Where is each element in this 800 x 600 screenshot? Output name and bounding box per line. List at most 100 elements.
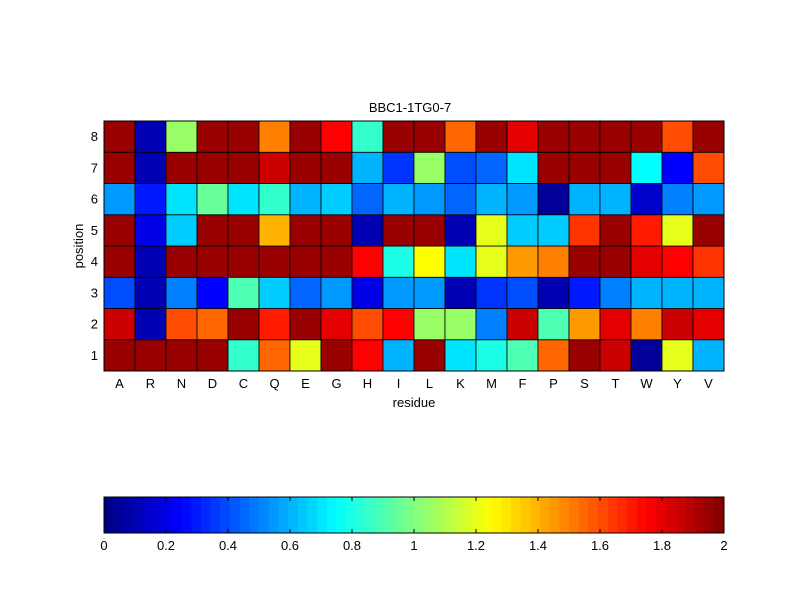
heatmap-cell-C-2 bbox=[227, 308, 260, 341]
heatmap-cell-W-5 bbox=[630, 214, 663, 247]
heatmap-cell-R-6 bbox=[134, 183, 167, 216]
colorbar-swatch bbox=[229, 497, 241, 533]
colorbar-tick-label: 0 bbox=[100, 538, 107, 553]
y-tick-label-4: 4 bbox=[91, 254, 98, 269]
heatmap-cell-W-6 bbox=[630, 183, 663, 216]
heatmap-cell-A-5 bbox=[103, 214, 136, 247]
heatmap-cell-E-2 bbox=[289, 308, 322, 341]
heatmap-cell-T-4 bbox=[599, 245, 632, 278]
heatmap-cell-K-2 bbox=[444, 308, 477, 341]
colorbar-tick-label: 1.2 bbox=[467, 538, 485, 553]
colorbar-swatch bbox=[675, 497, 686, 533]
x-tick-label-K: K bbox=[456, 376, 465, 391]
colorbar-swatch bbox=[123, 497, 134, 533]
heatmap-cell-P-2 bbox=[537, 308, 570, 341]
heatmap-cell-C-5 bbox=[227, 214, 260, 247]
heatmap-cell-N-4 bbox=[165, 245, 198, 278]
heatmap-cell-R-3 bbox=[134, 276, 167, 309]
colorbar-swatch bbox=[113, 497, 124, 533]
heatmap-cell-D-8 bbox=[196, 120, 229, 153]
heatmap-cell-M-3 bbox=[475, 276, 508, 309]
colorbar-tick-label: 1.8 bbox=[653, 538, 671, 553]
heatmap-cell-Q-7 bbox=[258, 151, 291, 184]
heatmap-cell-A-4 bbox=[103, 245, 136, 278]
heatmap-cell-I-4 bbox=[382, 245, 415, 278]
heatmap-cell-Y-3 bbox=[661, 276, 694, 309]
heatmap-cell-D-2 bbox=[196, 308, 229, 341]
colorbar-swatch bbox=[617, 497, 628, 533]
heatmap-cell-N-1 bbox=[165, 339, 198, 372]
heatmap-cell-N-6 bbox=[165, 183, 198, 216]
heatmap-cell-Q-2 bbox=[258, 308, 291, 341]
colorbar-swatch bbox=[472, 497, 483, 533]
heatmap-cell-L-6 bbox=[413, 183, 446, 216]
colorbar-swatch bbox=[355, 497, 366, 533]
y-tick-label-3: 3 bbox=[91, 285, 98, 300]
colorbar-tick-labels: 0 0.2 0.4 0.6 0.8 1 1.2 1.4 1.6 1.8 2 bbox=[100, 497, 728, 553]
heatmap-cell-I-5 bbox=[382, 214, 415, 247]
y-tick-label-7: 7 bbox=[91, 160, 98, 175]
y-tick-label-2: 2 bbox=[91, 317, 98, 332]
heatmap-cell-A-8 bbox=[103, 120, 136, 153]
heatmap-cell-C-1 bbox=[227, 339, 260, 372]
heatmap-cell-R-4 bbox=[134, 245, 167, 278]
heatmap-cell-I-3 bbox=[382, 276, 415, 309]
colorbar-swatch bbox=[646, 497, 657, 533]
heatmap-cell-H-5 bbox=[351, 214, 384, 247]
colorbar-swatch bbox=[288, 497, 299, 533]
x-tick-label-V: V bbox=[704, 376, 713, 391]
heatmap-cell-Q-3 bbox=[258, 276, 291, 309]
heatmap-cell-D-6 bbox=[196, 183, 229, 216]
heatmap-cell-L-3 bbox=[413, 276, 446, 309]
colorbar-swatch bbox=[704, 497, 715, 533]
heatmap-cell-W-1 bbox=[630, 339, 663, 372]
heatmap-cell-M-4 bbox=[475, 245, 508, 278]
heatmap-cell-S-4 bbox=[568, 245, 601, 278]
heatmap-cell-W-3 bbox=[630, 276, 663, 309]
heatmap-cell-F-6 bbox=[506, 183, 539, 216]
heatmap-cell-K-7 bbox=[444, 151, 477, 184]
colorbar-swatch bbox=[665, 497, 676, 533]
heatmap-cell-H-7 bbox=[351, 151, 384, 184]
colorbar-swatch bbox=[162, 497, 173, 533]
heatmap-cell-L-4 bbox=[413, 245, 446, 278]
heatmap-cell-I-6 bbox=[382, 183, 415, 216]
heatmap-cell-E-4 bbox=[289, 245, 322, 278]
heatmap-cell-W-4 bbox=[630, 245, 663, 278]
x-tick-label-A: A bbox=[115, 376, 124, 391]
heatmap-cell-V-7 bbox=[692, 151, 725, 184]
x-tick-label-M: M bbox=[486, 376, 497, 391]
heatmap-cell-M-8 bbox=[475, 120, 508, 153]
heatmap-cell-F-3 bbox=[506, 276, 539, 309]
heatmap-cell-K-5 bbox=[444, 214, 477, 247]
heatmap-cell-Q-5 bbox=[258, 214, 291, 247]
heatmap-cell-H-4 bbox=[351, 245, 384, 278]
y-tick-label-1: 1 bbox=[91, 348, 98, 363]
heatmap-cell-A-7 bbox=[103, 151, 136, 184]
heatmap-cell-E-1 bbox=[289, 339, 322, 372]
colorbar-swatch bbox=[452, 497, 463, 533]
heatmap-cell-S-3 bbox=[568, 276, 601, 309]
colorbar-swatch bbox=[549, 497, 560, 533]
heatmap-cell-E-5 bbox=[289, 214, 322, 247]
colorbar-swatch bbox=[297, 497, 308, 533]
heatmap-cell-E-3 bbox=[289, 276, 322, 309]
heatmap-cell-R-7 bbox=[134, 151, 167, 184]
heatmap-cell-Q-8 bbox=[258, 120, 291, 153]
colorbar bbox=[104, 497, 725, 533]
colorbar-swatch bbox=[142, 497, 153, 533]
chart-title: BBC1-1TG0-7 bbox=[369, 100, 451, 115]
x-tick-label-T: T bbox=[612, 376, 620, 391]
x-tick-label-R: R bbox=[146, 376, 155, 391]
colorbar-swatch bbox=[569, 497, 580, 533]
x-tick-label-I: I bbox=[397, 376, 401, 391]
heatmap-cell-C-7 bbox=[227, 151, 260, 184]
heatmap-cell-G-4 bbox=[320, 245, 353, 278]
heatmap-cell-H-6 bbox=[351, 183, 384, 216]
heatmap-cell-G-7 bbox=[320, 151, 353, 184]
heatmap-cell-P-8 bbox=[537, 120, 570, 153]
colorbar-swatch bbox=[404, 497, 415, 533]
colorbar-swatch bbox=[423, 497, 434, 533]
heatmap-cell-E-8 bbox=[289, 120, 322, 153]
heatmap-cell-F-8 bbox=[506, 120, 539, 153]
